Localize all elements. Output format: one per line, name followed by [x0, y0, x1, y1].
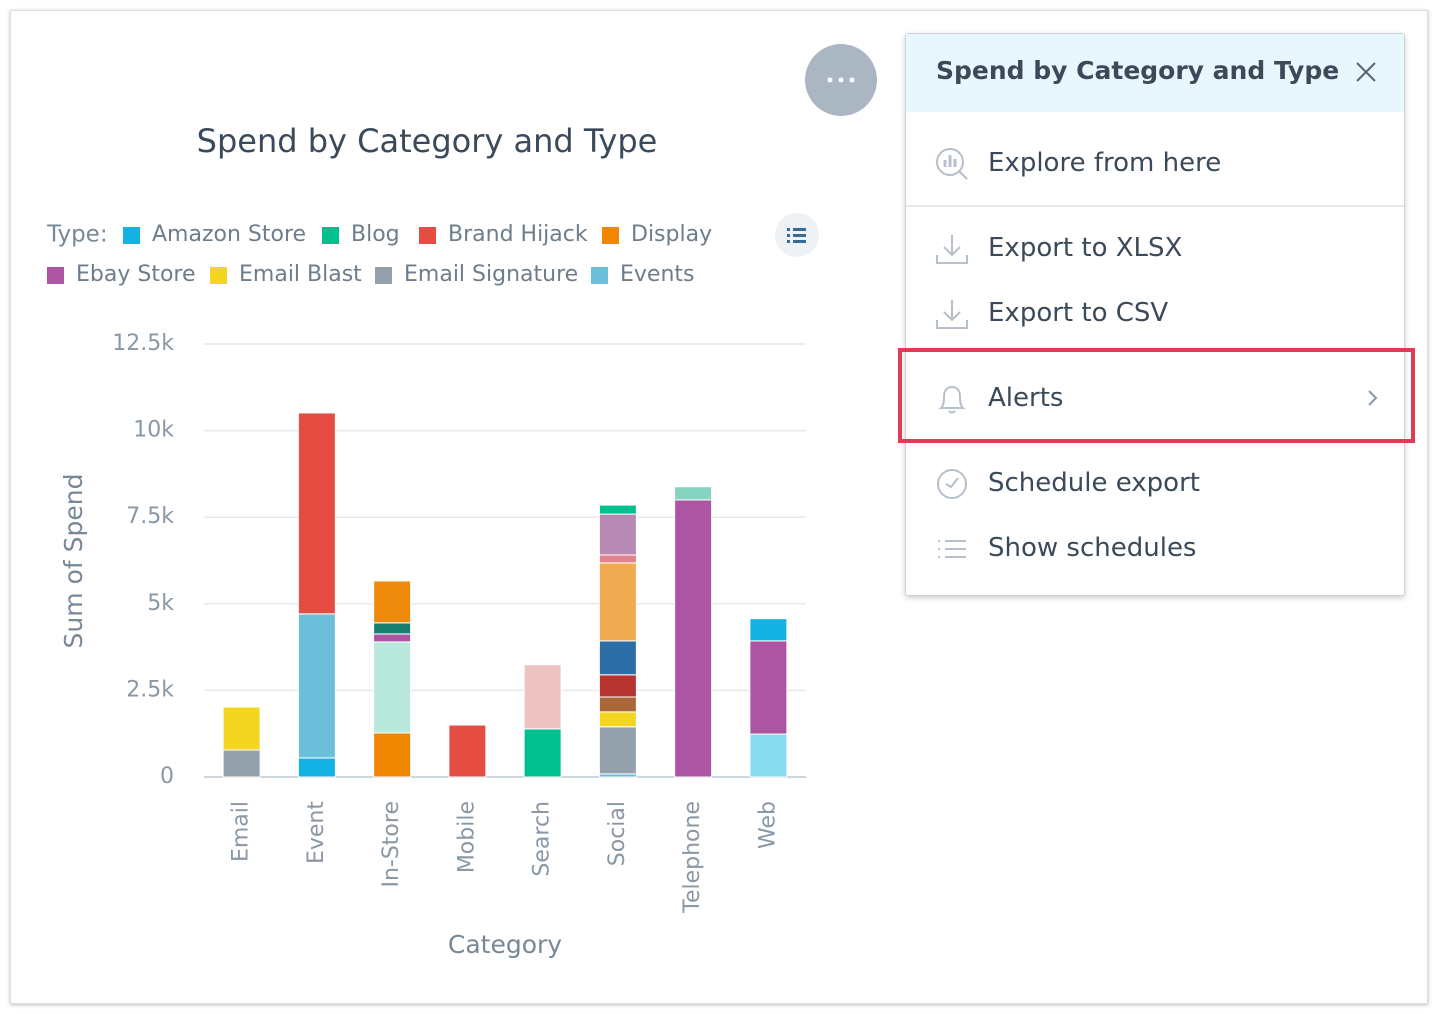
bar-segment — [598, 554, 637, 564]
x-tick-label: Web — [755, 801, 780, 849]
menu-item-label: Alerts — [988, 383, 1064, 413]
legend-label: Brand Hijack — [448, 222, 588, 247]
y-tick-label: 2.5k — [126, 677, 174, 702]
chevron-icon — [1368, 390, 1378, 406]
x-tick-label: Event — [304, 801, 329, 864]
chart: Spend by Category and Type Type: Categor… — [46, 122, 819, 959]
y-tick-label: 5k — [147, 591, 174, 616]
bar-segment — [373, 732, 412, 778]
bar-segment — [749, 640, 788, 735]
legend-swatch — [591, 267, 608, 284]
legend-label: Email Blast — [239, 262, 362, 287]
menu-title: Spend by Category and Type — [936, 56, 1340, 85]
menu-item-label: Schedule export — [988, 468, 1200, 498]
y-axis-label: Sum of Spend — [59, 474, 88, 649]
bar-segment — [674, 499, 713, 778]
x-tick-label: Email — [229, 801, 254, 862]
legend-label: Blog — [351, 222, 400, 247]
legend-swatch — [210, 267, 227, 284]
legend-swatch — [419, 227, 436, 244]
y-tick-label: 0 — [160, 764, 174, 789]
bar-segment — [222, 749, 261, 778]
bar-segment — [598, 513, 637, 556]
menu-header: Spend by Category and Type — [906, 34, 1404, 112]
legend-swatch — [602, 227, 619, 244]
bar-segment — [297, 757, 336, 778]
bar-segment — [448, 724, 487, 778]
highlight-box — [898, 348, 1415, 443]
legend-swatch — [322, 227, 339, 244]
bar-segment — [373, 641, 412, 734]
menu-item-label: Export to CSV — [988, 298, 1169, 328]
bar-segment — [523, 664, 562, 730]
y-tick-label: 10k — [133, 418, 174, 443]
menu-item-label: Show schedules — [988, 533, 1197, 563]
bar-segment — [222, 706, 261, 751]
bar-segment — [297, 412, 336, 615]
x-tick-label: Telephone — [680, 801, 705, 914]
legend-swatch — [123, 227, 140, 244]
bar-segment — [598, 640, 637, 676]
bar-segment — [373, 622, 412, 635]
explore-icon — [936, 148, 968, 180]
menu-item[interactable]: Export to XLSX — [906, 219, 1404, 279]
x-tick-label: Search — [530, 801, 555, 877]
menu-item[interactable]: Alerts — [906, 369, 1404, 429]
bar-segment — [373, 633, 412, 643]
x-axis-label: Category — [448, 930, 562, 959]
x-tick-label: In-Store — [379, 801, 404, 888]
x-tick-label: Mobile — [454, 801, 479, 873]
legend-toggle-icon — [787, 228, 806, 243]
options-button[interactable] — [805, 44, 877, 116]
menu-item-label: Explore from here — [988, 148, 1222, 178]
bell-icon — [938, 385, 966, 414]
legend-swatch — [375, 267, 392, 284]
legend-label: Events — [620, 262, 695, 287]
legend-label: Ebay Store — [76, 262, 196, 287]
legend-swatch — [47, 267, 64, 284]
x-tick-label: Social — [605, 801, 630, 866]
legend-title: Type: — [46, 222, 108, 248]
bar-segment — [373, 580, 412, 624]
menu-item[interactable]: Export to CSV — [906, 284, 1404, 344]
bar-segment — [598, 726, 637, 775]
bar-segment — [297, 613, 336, 759]
separator — [906, 205, 1404, 207]
download-icon — [936, 300, 968, 329]
bar-segment — [749, 733, 788, 778]
legend-label: Email Signature — [404, 262, 578, 287]
download-icon — [936, 235, 968, 264]
menu-item[interactable]: Explore from here — [906, 134, 1404, 194]
bar-segment — [598, 674, 637, 698]
close-button[interactable] — [1354, 60, 1378, 84]
chart-title: Spend by Category and Type — [197, 122, 658, 160]
bar-segment — [598, 696, 637, 713]
menu-item[interactable]: Show schedules — [906, 519, 1404, 579]
bar-segment — [749, 618, 788, 642]
bar-segment — [674, 486, 713, 501]
y-tick-label: 7.5k — [126, 504, 174, 529]
bar-segment — [598, 504, 637, 515]
clock-icon — [937, 469, 967, 499]
legend-label: Amazon Store — [152, 222, 306, 247]
bar-segment — [523, 728, 562, 778]
bar-segment — [598, 562, 637, 642]
dots-icon — [827, 77, 855, 83]
menu-item[interactable]: Schedule export — [906, 454, 1404, 514]
list-icon — [938, 540, 966, 558]
legend-label: Display — [631, 222, 712, 247]
y-tick-label: 12.5k — [112, 331, 174, 356]
options-menu: Spend by Category and Type Explore from … — [905, 33, 1405, 596]
bar-segment — [598, 711, 637, 728]
menu-item-label: Export to XLSX — [988, 233, 1183, 263]
